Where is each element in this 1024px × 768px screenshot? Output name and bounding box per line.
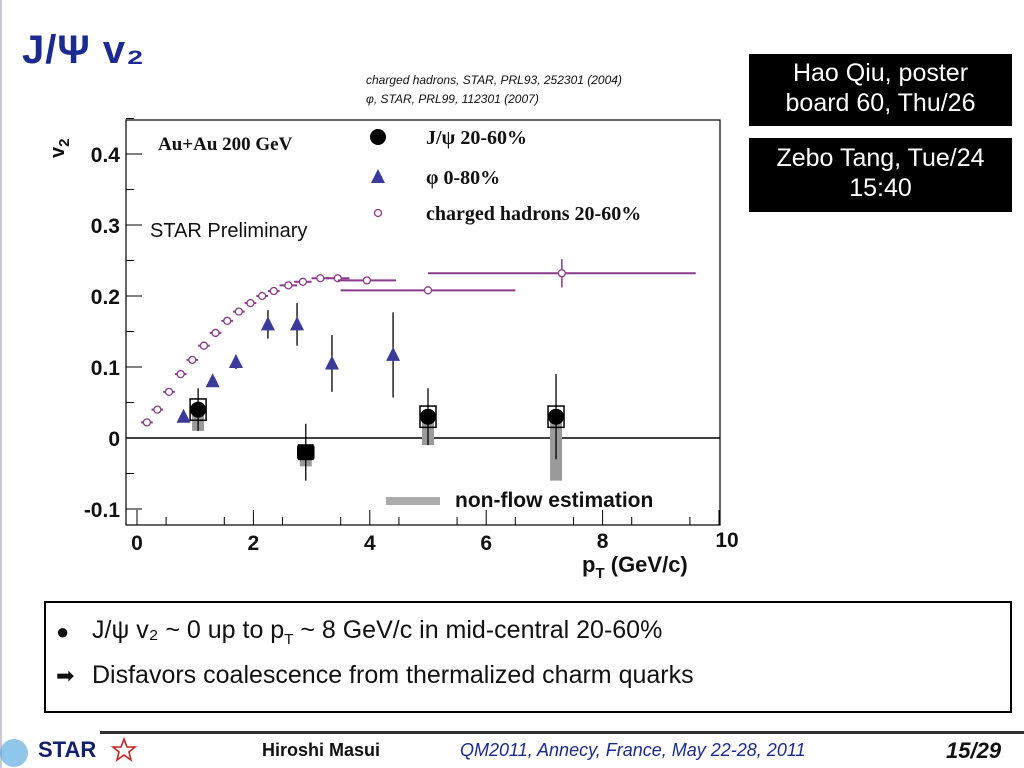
legend-label: charged hadrons 20-60% [426, 203, 641, 225]
legend-label: φ 0-80% [426, 167, 500, 189]
page-number: 15/29 [946, 738, 1002, 763]
x-tick-label: 2 [248, 532, 260, 555]
charged-hadron-point [423, 286, 433, 295]
slide-title: J/Ψ v₂ [22, 28, 145, 72]
x-tick-label: 0 [131, 532, 143, 555]
charged-hadron-point [223, 316, 232, 326]
legend-jpsi-marker [370, 129, 386, 145]
summary-box: ● J/ψ v₂ ~ 0 up to pT ~ 8 GeV/c in mid-c… [44, 601, 1012, 713]
charged-hadron-point [246, 298, 255, 308]
left-border [0, 0, 2, 768]
charged-hadron-point [188, 355, 197, 365]
collision-label: Au+Au 200 GeV [158, 134, 293, 155]
talk-box-line: 15:40 [849, 174, 912, 202]
charged-hadron-point [557, 269, 567, 278]
summary-line-2: Disfavors coalescence from thermalized c… [92, 661, 694, 689]
arrow-right-icon: ➡ [56, 663, 75, 688]
y-tick-label: -0.1 [84, 499, 121, 522]
plot-frame [125, 119, 721, 526]
phi-point [228, 354, 243, 369]
charged-hadron-point [199, 341, 209, 350]
talk-box-zebo-tang: Zebo Tang, Tue/24 15:40 [749, 138, 1012, 212]
summary-line-1: J/ψ v₂ ~ 0 up to pT ~ 8 GeV/c in mid-cen… [92, 616, 662, 648]
summary-line-1-suffix: ~ 8 GeV/c in mid-central 20-60% [293, 616, 663, 644]
legend-phi-marker [371, 169, 385, 183]
data-points [141, 259, 696, 481]
charged-hadron-point [316, 274, 325, 283]
y-tick-label: 0.2 [91, 286, 120, 309]
charged-hadron-point [362, 276, 372, 285]
summary-line-1-prefix: J/ψ v₂ ~ 0 up to p [92, 616, 285, 644]
charged-hadron-point [153, 405, 162, 414]
nonflow-legend-swatch [386, 497, 440, 505]
phi-point [386, 346, 401, 361]
charged-hadron-point [234, 307, 244, 316]
summary-line-1-sub: T [284, 631, 294, 648]
footer-conference: QM2011, Annecy, France, May 22-28, 2011 [460, 740, 806, 760]
phi-point [205, 373, 220, 388]
x-tick-label: 8 [597, 530, 609, 553]
phi-point [290, 316, 305, 331]
bullet-dot-icon: ● [56, 619, 70, 644]
legend-ch-marker [373, 208, 383, 218]
talk-box-line: board 60, Thu/26 [785, 89, 976, 117]
phi-point [324, 355, 339, 370]
x-axis-label: pT (GeV/c) [582, 552, 688, 582]
reference-phi: φ, STAR, PRL99, 112301 (2007) [366, 92, 539, 106]
footer-author: Hiroshi Masui [262, 740, 381, 760]
y-tick-label: 0.1 [91, 357, 121, 380]
x-tick-label: 4 [364, 532, 376, 555]
phi-point [260, 316, 275, 331]
y-tick-label: 0.4 [91, 144, 121, 167]
x-tick-label: 10 [715, 529, 738, 552]
talk-box-line: Hao Qiu, poster [792, 59, 969, 87]
jpsi-point [297, 444, 314, 461]
y-tick-label: 0.3 [91, 215, 120, 238]
nonflow-legend-label: non-flow estimation [455, 489, 653, 512]
charged-hadron-point [269, 286, 278, 296]
phi-point [176, 408, 191, 423]
reference-charged-hadrons: charged hadrons, STAR, PRL93, 252301 (20… [366, 73, 622, 87]
star-logo-text: STAR [38, 737, 97, 762]
charged-hadron-point [284, 281, 293, 290]
y-tick-label: 0 [108, 428, 120, 451]
charged-hadron-point [176, 369, 185, 379]
charged-hadron-point [298, 277, 308, 286]
charged-hadron-point [164, 387, 174, 397]
charged-hadron-point [211, 328, 220, 338]
legend-label: J/ψ 20-60% [426, 127, 527, 149]
jpsi-point [190, 401, 207, 418]
charged-hadron-point [142, 418, 152, 427]
legend: J/ψ 20-60% φ 0-80% charged hadrons 20-60% [370, 127, 641, 225]
charged-hadron-point [257, 291, 267, 301]
axes: 0 2 4 6 8 10 -0.1 0 0.1 0.2 0.3 0.4 [84, 118, 739, 555]
y-axis-label: v2 [47, 139, 73, 158]
jpsi-point [420, 408, 436, 425]
preliminary-label: STAR Preliminary [150, 220, 307, 242]
nonflow-bands [192, 409, 563, 481]
v2-vs-pt-chart: 0 2 4 6 8 10 -0.1 0 0.1 0.2 0.3 0.4 J/ψ 20-60% φ 0-8… [47, 118, 739, 582]
talk-box-line: Zebo Tang, Tue/24 [776, 144, 985, 172]
star-logo-icon [0, 736, 138, 767]
x-tick-label: 6 [480, 532, 492, 555]
footer-rule [100, 731, 1024, 734]
jpsi-point [548, 408, 565, 425]
talk-box-hao-qiu: Hao Qiu, poster board 60, Thu/26 [749, 54, 1012, 126]
